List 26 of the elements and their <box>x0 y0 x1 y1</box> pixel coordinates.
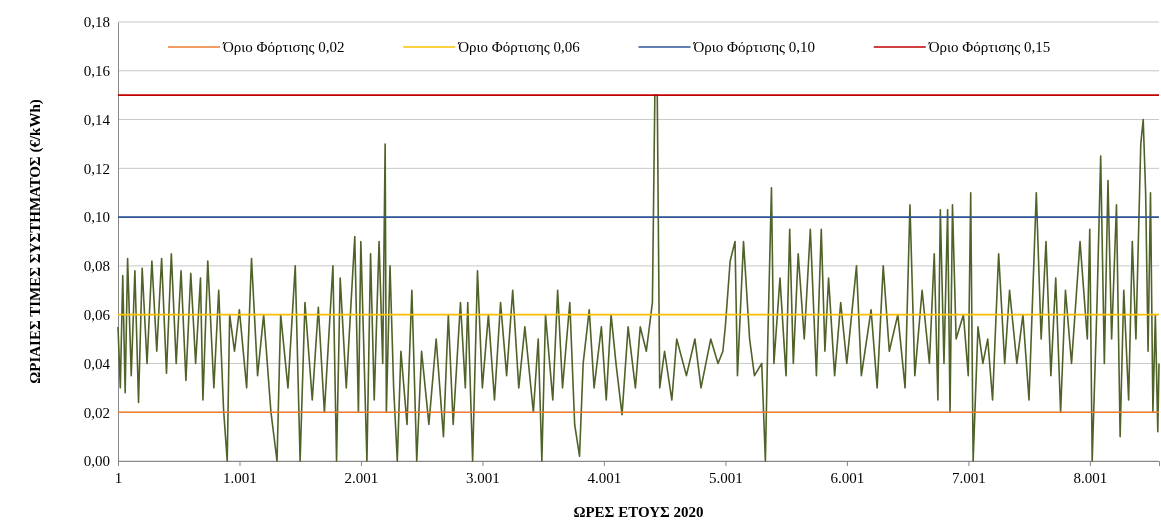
x-tick-label: 1.001 <box>223 469 257 486</box>
legend-label: Όριο Φόρτισης 0,15 <box>927 39 1051 55</box>
x-tick-label: 5.001 <box>709 469 743 486</box>
y-tick-label: 0,02 <box>83 404 110 421</box>
x-tick-label: 7.001 <box>952 469 986 486</box>
line-series <box>117 94 1160 462</box>
y-tick-label: 0,16 <box>83 63 111 80</box>
y-tick-label: 0,12 <box>83 160 110 177</box>
y-tick-label: 0,10 <box>83 209 110 226</box>
y-tick-label: 0,14 <box>83 111 111 128</box>
y-tick-label: 0,06 <box>83 306 111 323</box>
y-tick-label: 0,00 <box>83 453 110 470</box>
x-axis-title: ΩΡΕΣ ΕΤΟΥΣ 2020 <box>573 504 704 520</box>
y-tick-label: 0,18 <box>83 14 110 31</box>
x-tick-label: 6.001 <box>830 469 865 486</box>
x-tick-label: 2.001 <box>344 469 379 486</box>
legend-label: Όριο Φόρτισης 0,02 <box>222 39 345 55</box>
x-tick-label: 1 <box>114 469 123 486</box>
y-tick-label: 0,08 <box>83 258 110 275</box>
legend-label: Όριο Φόρτισης 0,10 <box>692 39 815 55</box>
legend-label: Όριο Φόρτισης 0,06 <box>457 39 581 55</box>
x-tick-label: 3.001 <box>466 469 500 486</box>
y-axis-title: ΩΡΙΑΙΕΣ ΤΙΜΕΣ ΣΥΣΤΗΜΑΤΟΣ (€/kWh) <box>27 99 44 384</box>
x-tick-label: 8.001 <box>1073 469 1108 486</box>
x-tick-label: 4.001 <box>587 469 622 486</box>
y-tick-label: 0,04 <box>83 355 111 372</box>
